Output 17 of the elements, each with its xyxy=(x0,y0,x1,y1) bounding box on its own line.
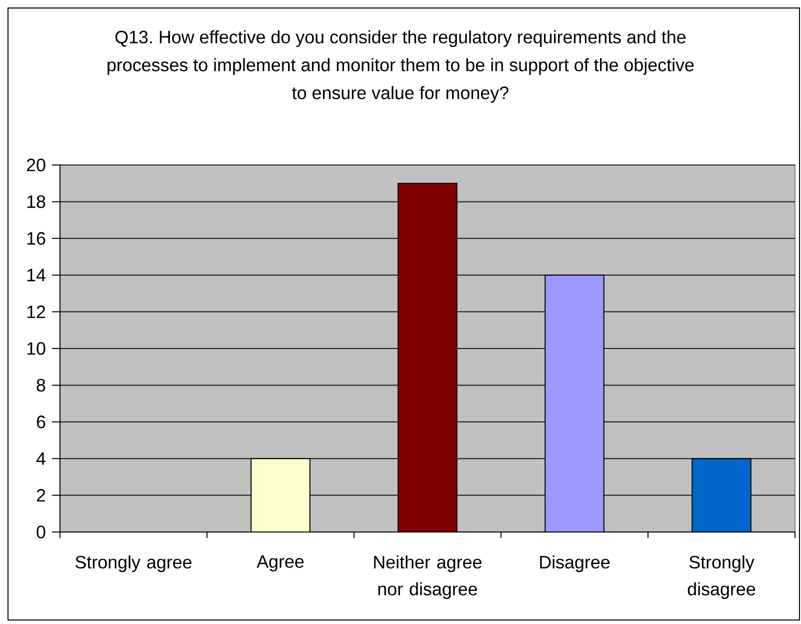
y-tick-label: 12 xyxy=(27,306,46,318)
y-tick-label: 2 xyxy=(36,489,46,502)
y-tick-label: 8 xyxy=(36,378,46,392)
y-tick-label: 16 xyxy=(27,232,46,245)
x-tick-label: Neither agree nor disagree xyxy=(374,555,482,599)
y-tick-label: 14 xyxy=(27,268,46,282)
y-tick-label: 10 xyxy=(27,342,46,355)
y-tick-label: 6 xyxy=(36,416,46,428)
y-tick-label: 4 xyxy=(36,452,46,465)
x-tick-label: Strongly disagree xyxy=(688,555,756,599)
x-tick-label: Agree xyxy=(256,555,304,572)
chart-title: Q13. How effective do you consider the regulatory requirements and the processes to implement and monitor them to be in support of the objective to ensure value for money? xyxy=(108,30,694,103)
x-tick-label: Disagree xyxy=(540,555,610,572)
y-tick-label: 0 xyxy=(36,526,46,538)
y-tick-label: 18 xyxy=(27,195,46,208)
y-tick-label: 20 xyxy=(26,158,46,172)
x-tick-label: Strongly agree xyxy=(76,555,192,572)
